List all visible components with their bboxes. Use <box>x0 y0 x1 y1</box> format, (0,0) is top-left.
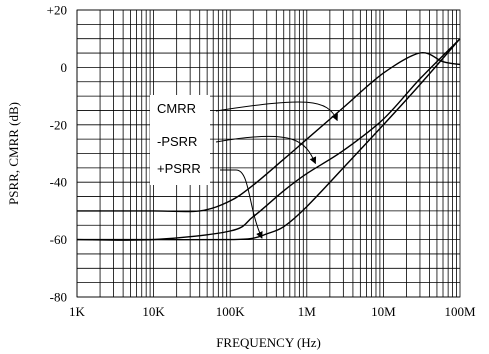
callout-arrow-cmrr <box>215 101 338 122</box>
x-tick-label: 10K <box>142 304 165 319</box>
y-tick-label: +20 <box>47 3 67 18</box>
x-tick-label: 100M <box>444 304 476 319</box>
callout-label-psrr: +PSRR <box>157 161 201 176</box>
y-tick-label: -20 <box>50 117 67 132</box>
series-line-psrr <box>77 38 461 241</box>
series-line-psrr <box>76 38 461 241</box>
callout-label-cmrr: CMRR <box>157 101 196 116</box>
series-line-cmrr <box>77 52 461 213</box>
x-tick-label: 1K <box>69 304 86 319</box>
plot-grid <box>76 9 461 298</box>
y-tick-label: -40 <box>50 175 67 190</box>
y-tick-label: -80 <box>50 290 67 305</box>
y-axis-title: PSRR, CMRR (dB) <box>6 102 21 205</box>
callout-label-psrr: -PSRR <box>157 134 197 149</box>
plot-curves <box>76 38 461 241</box>
plot-annotations: CMRR -PSRR +PSRR <box>150 95 338 239</box>
y-tick-label: 0 <box>61 60 68 75</box>
callout-arrow-psrr <box>220 169 263 239</box>
x-axis-title: FREQUENCY (Hz) <box>216 335 321 350</box>
x-tick-label: 100K <box>216 304 246 319</box>
callout-backdrop <box>150 95 210 185</box>
axis-ticks: 1K 10K 100K 1M 10M 100M +20 0 -20 -40 -60 -80 <box>47 3 476 320</box>
x-tick-label: 1M <box>298 304 317 319</box>
x-tick-label: 10M <box>371 304 396 319</box>
callout-arrow-psrr <box>215 135 317 165</box>
y-tick-label: -60 <box>50 232 67 247</box>
